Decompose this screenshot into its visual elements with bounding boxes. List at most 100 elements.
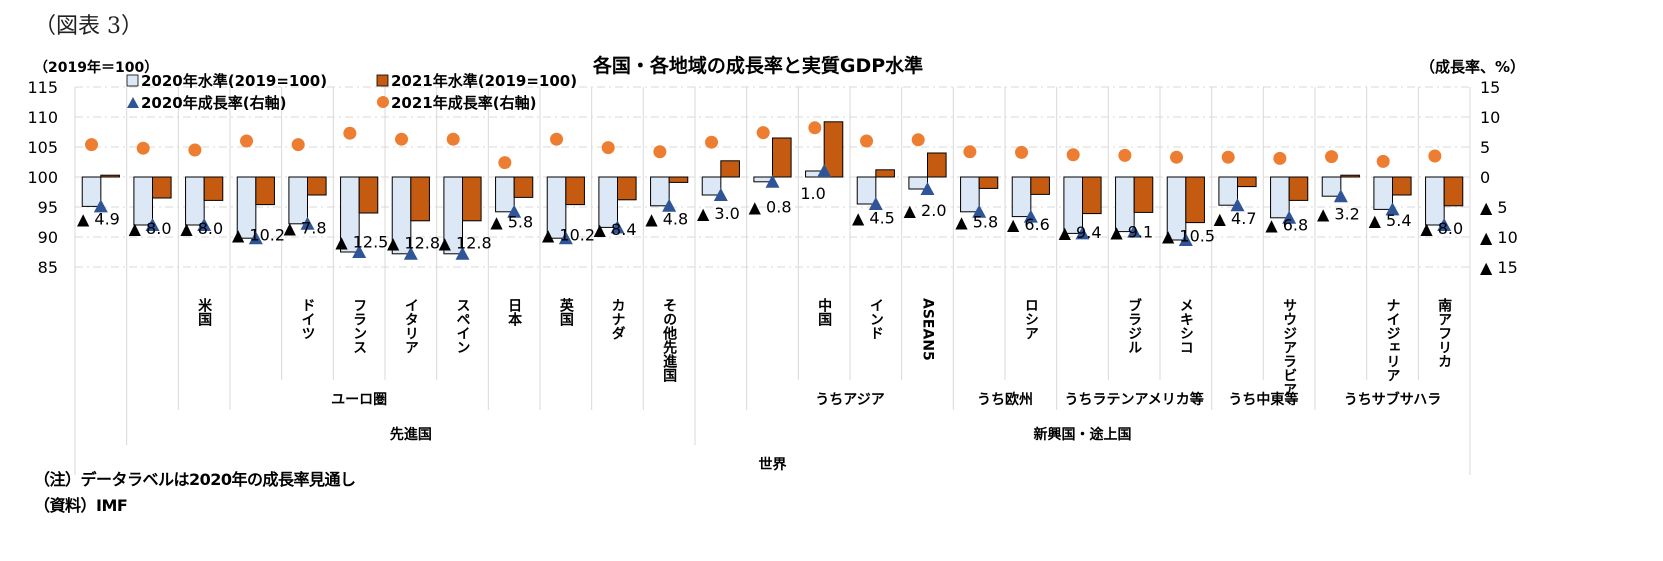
right-axis-label: （成長率、%） bbox=[1420, 58, 1525, 76]
group-label-level1: 先進国 bbox=[390, 426, 432, 443]
data-label: ▲ 10.5 bbox=[1162, 227, 1215, 246]
legend: 2020年水準(2019=100) 2021年水準(2019=100) 2020… bbox=[126, 72, 577, 112]
left-tick-label: 105 bbox=[27, 138, 58, 157]
bar-2021-level bbox=[1082, 176, 1102, 215]
marker-2021-growth bbox=[705, 135, 719, 149]
marker-2020-growth bbox=[765, 174, 780, 188]
marker-2021-growth bbox=[808, 121, 822, 135]
marker-2021-growth bbox=[1428, 149, 1442, 163]
marker-2020-growth bbox=[145, 218, 160, 231]
data-label: ▲ 9.4 bbox=[1059, 223, 1102, 242]
data-label: ▲ 8.0 bbox=[129, 219, 172, 238]
marker-2020-growth bbox=[1127, 224, 1142, 238]
bar-2021-level bbox=[1443, 176, 1464, 207]
data-label: ▲ 3.0 bbox=[697, 204, 740, 223]
bar-2020-level bbox=[856, 176, 877, 205]
bar-2020-level bbox=[701, 176, 722, 196]
marker-2020-growth bbox=[300, 216, 315, 230]
marker-2020-growth bbox=[1385, 202, 1400, 216]
bar-2021-level bbox=[875, 169, 895, 178]
marker-2021-growth bbox=[446, 132, 460, 146]
marker-2021-growth bbox=[240, 134, 254, 148]
legend-label-2020-level: 2020年水準(2019=100) bbox=[141, 72, 327, 90]
data-label: ▲ 8.4 bbox=[594, 220, 637, 239]
category-label: ナイジェリア bbox=[1385, 298, 1401, 382]
data-label: ▲ 2.0 bbox=[904, 201, 947, 220]
marker-2021-growth bbox=[188, 143, 202, 157]
data-label: 1.0 bbox=[800, 184, 825, 203]
right-tick-label: 15 bbox=[1480, 78, 1500, 97]
bar-2021-level bbox=[1133, 176, 1154, 213]
group-label-level2: うち欧州 bbox=[977, 391, 1033, 408]
marker-2021-growth bbox=[1376, 154, 1390, 168]
marker-2020-growth bbox=[1075, 226, 1090, 240]
chart-source: （資料）IMF bbox=[34, 496, 128, 515]
data-label: ▲ 4.9 bbox=[77, 210, 120, 229]
bar-2021-level bbox=[152, 176, 172, 199]
data-label: ▲ 8.0 bbox=[180, 219, 223, 238]
marker-2021-growth bbox=[963, 145, 977, 159]
bar-2020-level bbox=[1425, 176, 1445, 226]
category-label: ブラジル bbox=[1126, 297, 1142, 354]
right-tick-label: 5 bbox=[1480, 138, 1490, 157]
axes-layer: 115 15 110 10 105 5 100 0 95 ▲ 5 90 ▲ 10 85 ▲ 15 bbox=[27, 78, 1517, 277]
bar-2021-level bbox=[513, 176, 534, 198]
bar-2020-level bbox=[340, 176, 360, 253]
category-label: ASEAN5 bbox=[920, 298, 936, 361]
bar-2020-level bbox=[185, 176, 205, 226]
data-label: ▲ 3.2 bbox=[1317, 205, 1360, 224]
figure-label: （図表 3） bbox=[34, 14, 143, 39]
right-tick-label: ▲ 5 bbox=[1480, 198, 1508, 217]
group-label-level2: ユーロ圏 bbox=[331, 392, 387, 408]
bar-2020-level bbox=[1011, 176, 1032, 218]
legend-label-2021-level: 2021年水準(2019=100) bbox=[391, 72, 577, 90]
bar-2021-level bbox=[1392, 176, 1412, 196]
marker-2020-growth bbox=[817, 164, 832, 177]
bar-2021-level bbox=[358, 176, 379, 214]
left-tick-label: 90 bbox=[38, 228, 58, 247]
bar-2020-level bbox=[960, 176, 980, 213]
marker-2021-growth bbox=[653, 145, 667, 159]
bar-2021-level bbox=[410, 176, 430, 222]
left-tick-label: 85 bbox=[38, 258, 58, 277]
marker-2020-growth bbox=[1333, 189, 1348, 203]
data-label: ▲ 4.7 bbox=[1214, 209, 1257, 228]
marker-2021-growth bbox=[860, 134, 874, 148]
marker-2020-growth bbox=[352, 245, 367, 258]
marker-2021-growth bbox=[911, 133, 925, 147]
category-label: フランス bbox=[351, 298, 367, 354]
bar-2021-level bbox=[978, 176, 999, 189]
data-label: ▲ 5.8 bbox=[490, 212, 533, 231]
marker-2020-growth bbox=[507, 204, 522, 218]
left-tick-label: 100 bbox=[27, 168, 58, 187]
bar-2021-level bbox=[720, 160, 740, 178]
bar-2021-level bbox=[772, 137, 792, 178]
group-label-level1: 新興国・途上国 bbox=[1034, 426, 1132, 443]
group-label-level2: うちアジア bbox=[815, 392, 884, 408]
marker-2021-growth bbox=[498, 156, 512, 170]
bar-2020-level bbox=[81, 176, 102, 207]
marker-2020-growth bbox=[610, 220, 625, 234]
bar-2021-level bbox=[1237, 176, 1257, 188]
category-label: イタリア bbox=[403, 298, 419, 354]
marker-2020-growth bbox=[1023, 209, 1038, 223]
marker-2020-growth bbox=[972, 204, 987, 218]
marker-2021-growth bbox=[85, 138, 99, 152]
category-label: ドイツ bbox=[300, 298, 316, 340]
bar-2021-level bbox=[1340, 174, 1360, 178]
marker-2020-growth bbox=[1230, 198, 1245, 212]
marker-2020-growth bbox=[558, 231, 573, 245]
category-label: メキシコ bbox=[1178, 298, 1194, 354]
legend-label-2021-growth: 2021年成長率(右軸) bbox=[391, 94, 536, 112]
right-tick-label: ▲ 10 bbox=[1480, 228, 1518, 247]
data-label: ▲ 6.8 bbox=[1265, 215, 1308, 234]
marker-2020-growth bbox=[197, 218, 212, 231]
legend-triangle-2020-growth bbox=[127, 97, 139, 108]
data-label: ▲ 9.1 bbox=[1110, 222, 1153, 241]
category-label: その他先進国 bbox=[661, 298, 678, 383]
bar-2021-level bbox=[1030, 176, 1050, 195]
marker-2021-growth bbox=[1118, 148, 1132, 162]
legend-swatch-2021-level bbox=[376, 74, 389, 87]
group-label-level2: うちサブサハラ bbox=[1344, 391, 1441, 408]
